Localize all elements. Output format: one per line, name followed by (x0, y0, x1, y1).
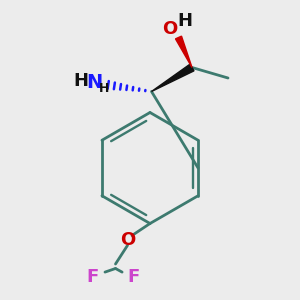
Text: H: H (73, 72, 88, 90)
Polygon shape (152, 64, 194, 92)
Text: F: F (87, 268, 99, 286)
Text: N: N (86, 73, 103, 92)
Text: F: F (128, 268, 140, 286)
Text: H: H (177, 12, 192, 30)
Text: H: H (99, 82, 110, 95)
Text: O: O (162, 20, 177, 38)
Text: O: O (120, 231, 135, 249)
Polygon shape (176, 36, 192, 68)
